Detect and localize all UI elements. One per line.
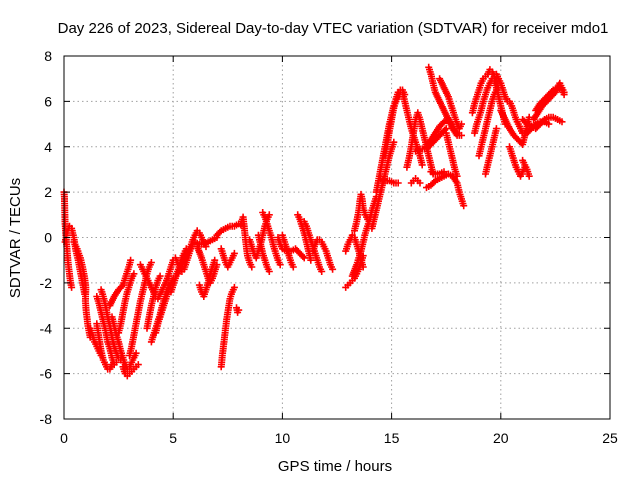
data-track-t58 [492, 70, 527, 137]
data-track-t16 [143, 272, 164, 332]
data-track-t28 [237, 213, 256, 271]
data-track-t25 [233, 304, 243, 316]
x-tick-label: 15 [384, 430, 400, 446]
y-tick-label: 2 [44, 184, 52, 200]
y-tick-label: 4 [44, 139, 52, 155]
data-track-t39 [348, 193, 380, 280]
data-track-t40 [351, 190, 372, 235]
data-track-t21 [180, 234, 221, 273]
data-track-t06 [93, 293, 120, 369]
data-layer [60, 63, 568, 380]
y-tick-label: 0 [44, 230, 52, 246]
data-track-t46 [407, 175, 424, 187]
x-axis-label: GPS time / hours [278, 458, 392, 475]
grid-layer [64, 56, 610, 419]
chart-title: Day 226 of 2023, Sidereal Day-to-day VTE… [58, 20, 609, 37]
data-track-t10 [106, 256, 135, 310]
data-track-t09 [119, 361, 142, 380]
data-track-t23 [195, 256, 219, 300]
data-track-t57 [482, 125, 500, 178]
y-tick-label: 6 [44, 93, 52, 109]
data-track-t05 [93, 320, 116, 373]
data-track-t34 [294, 211, 315, 264]
x-tick-label: 25 [602, 430, 618, 446]
data-track-t11 [115, 270, 138, 337]
data-track-t56 [475, 86, 500, 160]
x-tick-label: 5 [169, 430, 177, 446]
y-tick-label: -8 [40, 411, 53, 427]
data-track-t53 [442, 129, 461, 180]
data-track-t63 [519, 118, 553, 137]
data-track-t08 [108, 313, 140, 373]
data-track-t36 [309, 236, 337, 273]
data-track-t24 [217, 283, 238, 371]
data-track-t65 [530, 79, 568, 123]
data-track-t33 [278, 231, 297, 271]
y-tick-label: 8 [44, 48, 52, 64]
data-track-t07 [97, 286, 125, 364]
data-track-t44 [377, 175, 402, 187]
data-track-t30 [254, 231, 273, 275]
data-track-t51 [425, 63, 461, 139]
data-track-t50 [427, 168, 448, 178]
x-tick-label: 0 [60, 430, 68, 446]
y-tick-label: -6 [40, 366, 53, 382]
y-tick-label: -2 [40, 275, 53, 291]
axes: 0 5 10 15 20 25 -8 -6 -4 -2 0 2 4 6 8 [40, 48, 618, 446]
x-tick-label: 10 [275, 430, 291, 446]
data-track-t49 [423, 170, 468, 210]
x-tick-label: 20 [493, 430, 509, 446]
y-tick-label: -4 [40, 320, 53, 336]
data-track-t52 [436, 75, 465, 133]
data-track-t12 [126, 259, 155, 359]
data-track-t61 [519, 156, 533, 180]
data-track-t27 [217, 245, 238, 271]
y-axis-label: SDTVAR / TECUs [7, 178, 24, 298]
data-track-t31 [259, 209, 284, 269]
data-track-t47 [412, 125, 450, 155]
